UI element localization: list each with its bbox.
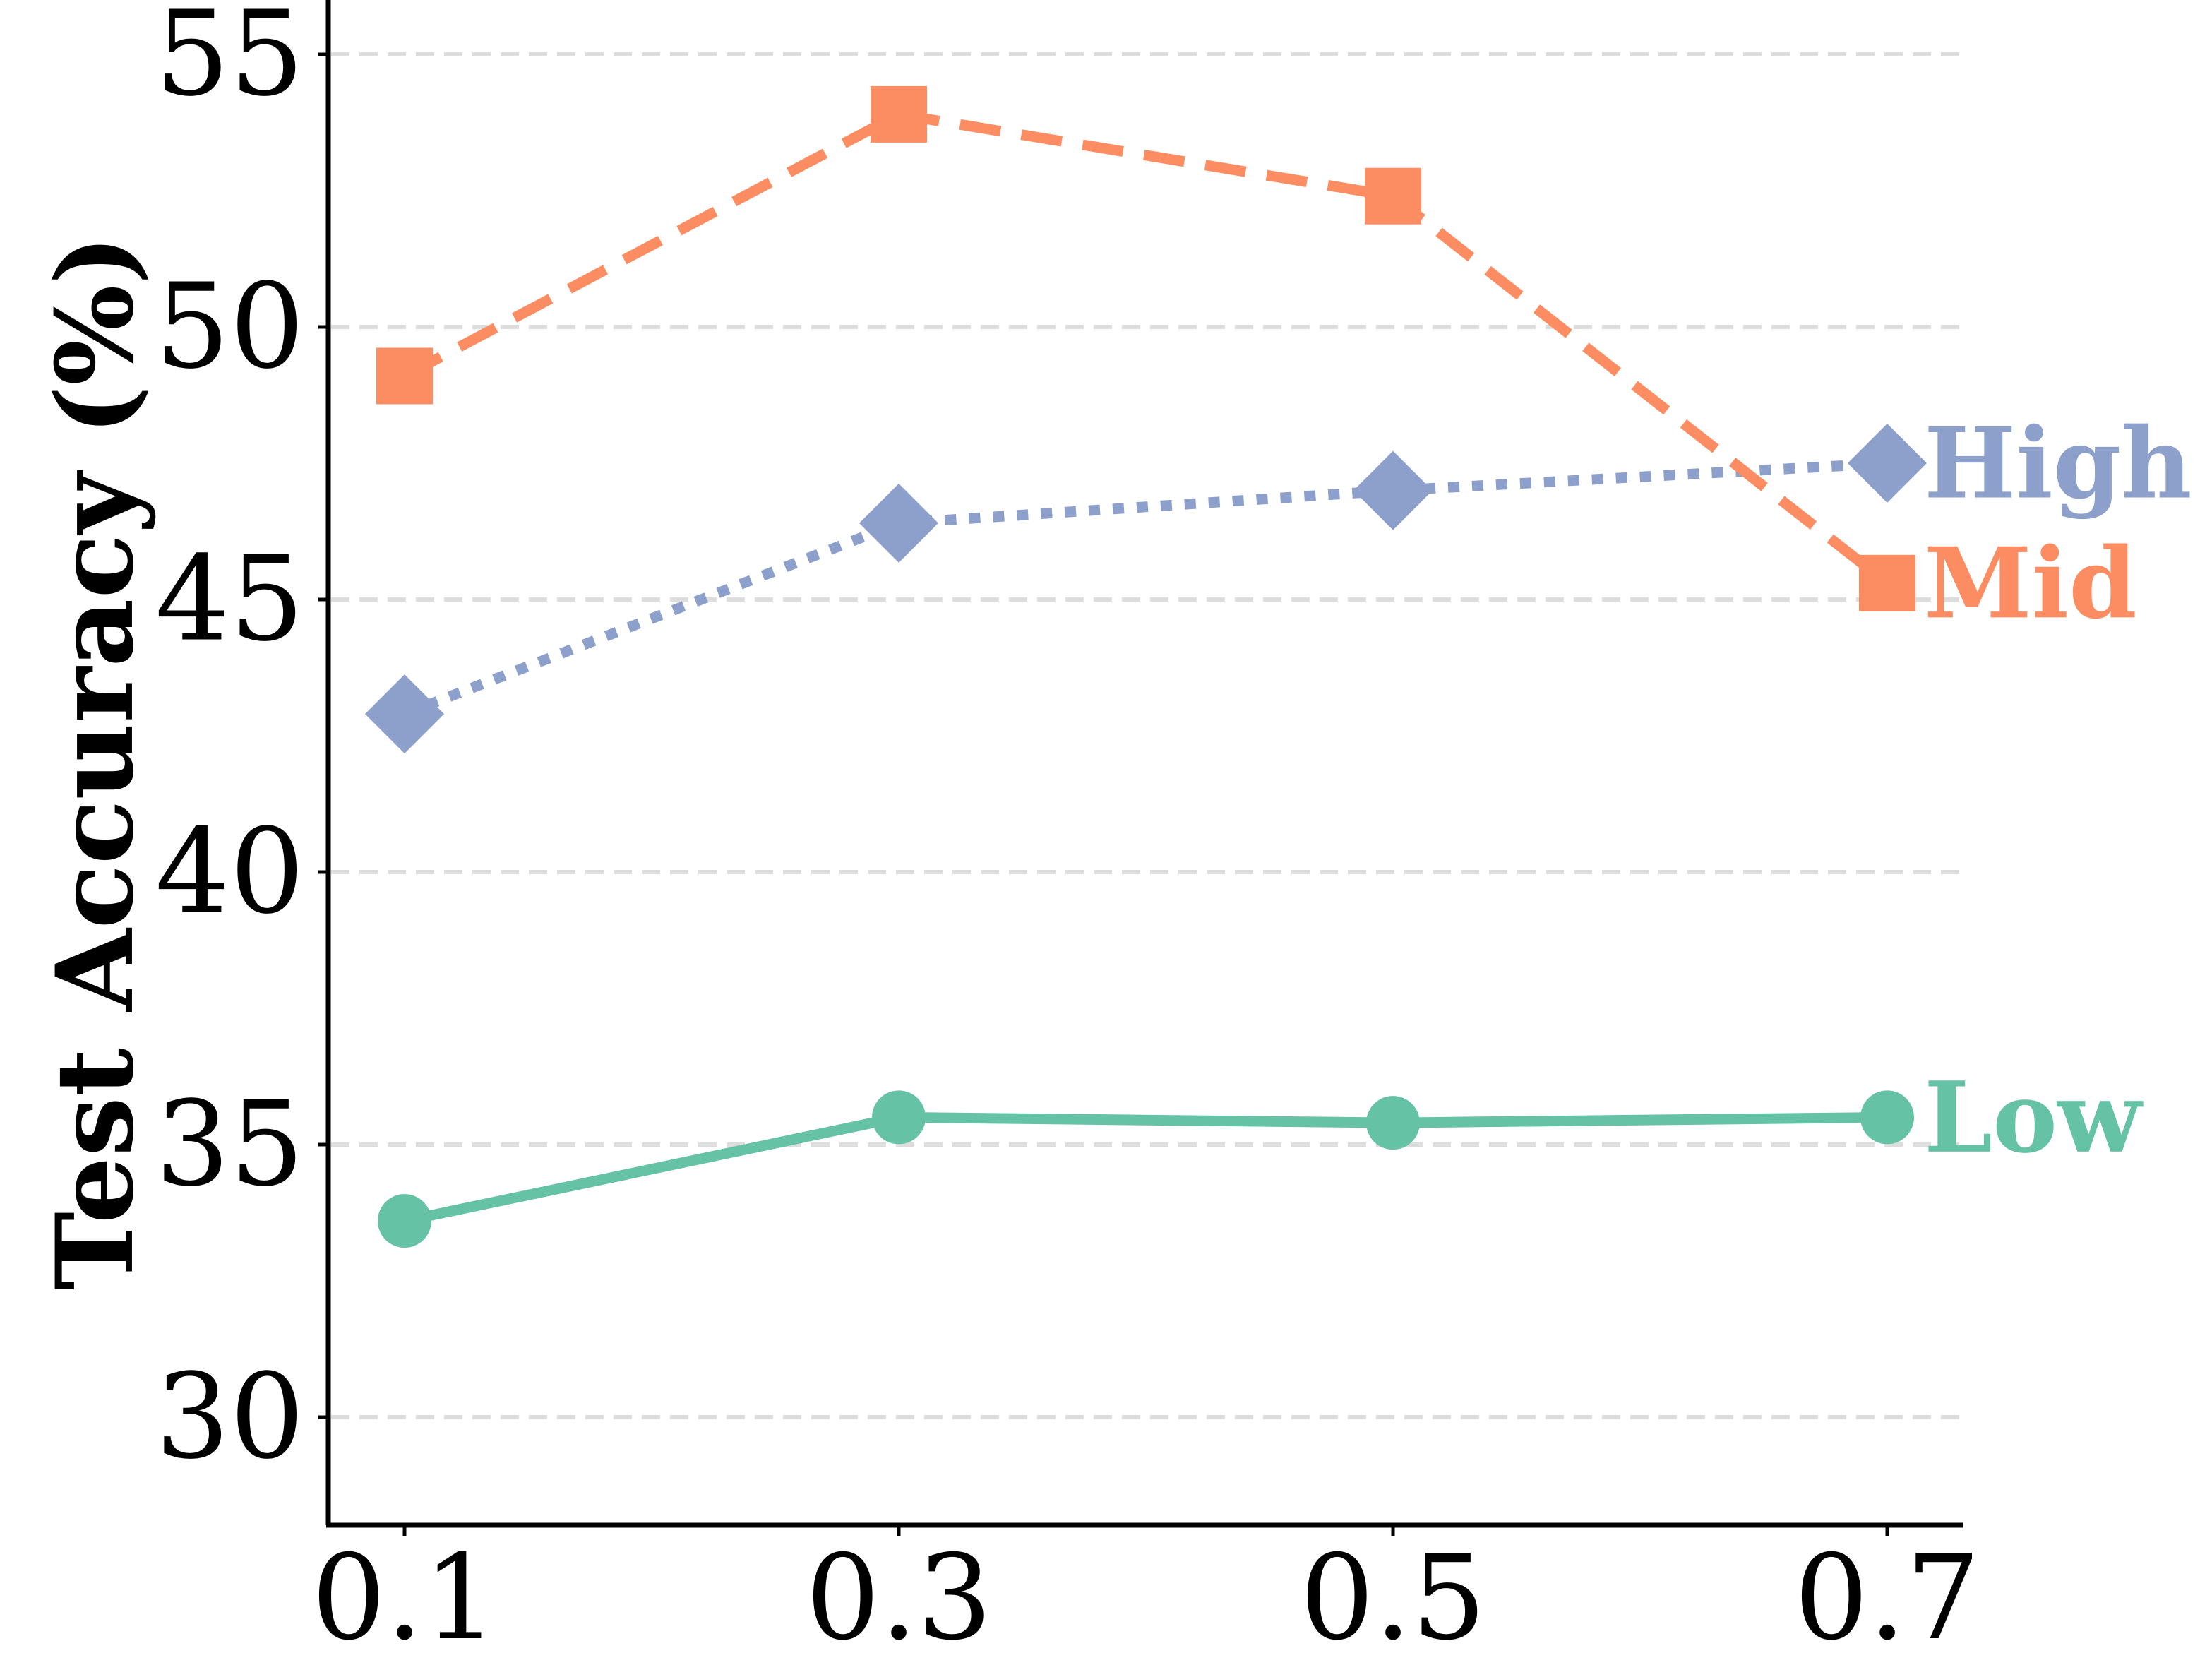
marker-low-2	[1366, 1096, 1420, 1150]
y-tick-label-40: 40	[155, 804, 304, 941]
y-tick-label-50: 50	[155, 259, 304, 395]
marker-mid-1	[871, 85, 927, 143]
marker-high-1	[859, 483, 938, 563]
marker-low-3	[1860, 1090, 1914, 1145]
series-line-mid	[402, 109, 1891, 587]
series-lines	[402, 109, 1891, 1227]
series-line-low	[403, 1111, 1888, 1227]
marker-mid-2	[1365, 167, 1421, 225]
series-line-high	[402, 458, 1888, 720]
marker-high-0	[365, 674, 444, 754]
marker-low-0	[378, 1194, 431, 1248]
y-tick-label-55: 55	[155, 0, 304, 123]
marker-high-3	[1848, 424, 1927, 503]
marker-low-1	[872, 1090, 926, 1145]
axis-ticks: 30 35 40 45 50 55 0.1 0.3 0.5 0.7	[155, 0, 1980, 1665]
series-label-mid: Mid	[1924, 525, 2137, 640]
x-tick-label-0: 0.1	[311, 1530, 498, 1665]
y-tick-label-30: 30	[155, 1349, 304, 1486]
grid-lines	[331, 52, 1963, 1419]
y-tick-label-35: 35	[155, 1077, 304, 1213]
marker-mid-0	[376, 347, 433, 405]
marker-high-2	[1353, 450, 1433, 530]
x-tick-label-1: 0.3	[806, 1530, 992, 1665]
x-tick-label-3: 0.7	[1794, 1530, 1980, 1665]
y-tick-label-45: 45	[155, 532, 304, 668]
axes	[325, 0, 1963, 1528]
series-label-low: Low	[1924, 1060, 2144, 1175]
x-tick-label-2: 0.5	[1300, 1530, 1486, 1665]
y-axis-title: Test Accuracy (%)	[33, 234, 157, 1290]
series-markers	[365, 85, 1927, 1248]
marker-mid-3	[1859, 554, 1915, 611]
series-label-high: High	[1924, 406, 2192, 521]
